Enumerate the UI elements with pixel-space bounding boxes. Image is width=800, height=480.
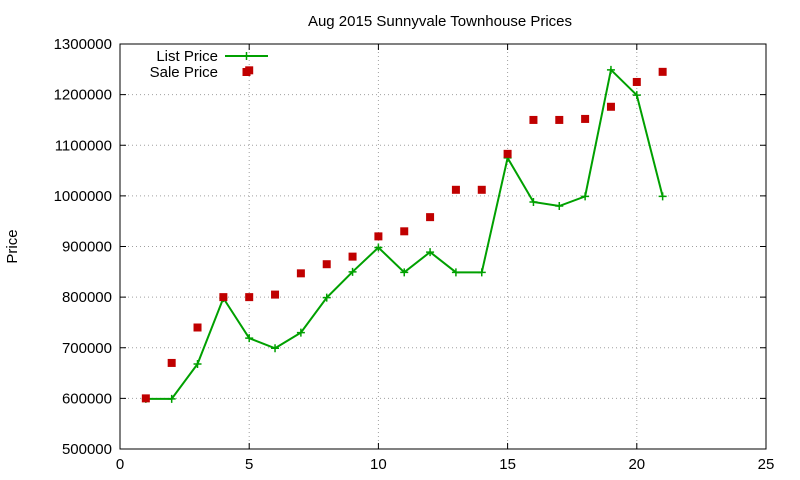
chart-title: Aug 2015 Sunnyvale Townhouse Prices	[308, 13, 572, 30]
sale-price-point	[219, 293, 228, 302]
plot-area	[141, 65, 667, 403]
sale-price-point	[426, 213, 435, 222]
y-tick-label: 700000	[62, 340, 112, 357]
sale-price-point	[296, 269, 305, 278]
y-tick-label: 500000	[62, 441, 112, 458]
y-tick-label: 1200000	[54, 87, 112, 104]
x-tick-label: 0	[116, 456, 124, 473]
sale-price-point	[348, 252, 357, 261]
x-tick-label: 20	[628, 456, 645, 473]
sale-price-point	[271, 290, 280, 299]
y-tick-label: 1100000	[55, 137, 112, 154]
legend-label: List Price	[156, 48, 218, 65]
legend-square-swatch	[242, 68, 251, 76]
axes	[119, 43, 767, 450]
list-price-point	[451, 268, 460, 277]
list-price-point	[658, 192, 667, 201]
y-tick-label: 600000	[62, 390, 112, 407]
list-price-point	[193, 359, 202, 368]
sale-price-point	[193, 323, 202, 332]
sale-price-point	[632, 77, 641, 86]
sale-price-point	[503, 149, 512, 158]
list-price-point	[529, 197, 538, 206]
x-tick-label: 10	[370, 456, 387, 473]
sale-price-point	[322, 260, 331, 269]
legend-plus-marker	[242, 52, 251, 60]
y-tick-label: 800000	[62, 289, 112, 306]
list-price-point	[271, 344, 280, 353]
list-price-point	[348, 267, 357, 276]
sale-price-point	[477, 185, 486, 194]
list-price-point	[606, 65, 615, 74]
tick-labels: 0 5 10 15 20 25 500000 600000 700000 800000 900000…	[54, 36, 775, 473]
grid	[120, 44, 766, 449]
sale-price-point	[245, 293, 254, 302]
y-tick-label: 1000000	[54, 188, 112, 205]
list-price-point	[581, 192, 590, 201]
sale-price-point	[529, 115, 538, 124]
sale-price-point	[606, 102, 615, 111]
list-price-point	[374, 243, 383, 252]
y-tick-label: 1300000	[54, 36, 112, 53]
plot-frame	[119, 43, 767, 450]
sale-price-point	[581, 114, 590, 123]
sale-price-point	[167, 358, 176, 367]
list-price-point	[322, 293, 331, 302]
sale-price-point	[451, 185, 460, 194]
y-axis-label: Price	[4, 229, 21, 263]
sale-price-point	[141, 394, 150, 403]
y-tick-label: 900000	[62, 239, 112, 256]
list-price-point	[296, 328, 305, 337]
sale-price-point	[400, 227, 409, 236]
legend-label: Sale Price	[150, 64, 218, 81]
series-sale-price	[141, 66, 667, 403]
x-tick-label: 5	[245, 456, 253, 473]
list-price-point	[477, 268, 486, 277]
list-price-point	[167, 394, 176, 403]
list-price-point	[245, 334, 254, 343]
sale-price-point	[658, 67, 667, 76]
x-tick-label: 25	[758, 456, 775, 473]
list-price-point	[632, 91, 641, 100]
x-tick-label: 15	[499, 456, 516, 473]
sale-price-point	[374, 232, 383, 241]
sale-price-point	[555, 115, 564, 124]
list-price-point	[400, 268, 409, 277]
list-price-point	[555, 202, 564, 210]
list-price-point	[426, 248, 435, 257]
